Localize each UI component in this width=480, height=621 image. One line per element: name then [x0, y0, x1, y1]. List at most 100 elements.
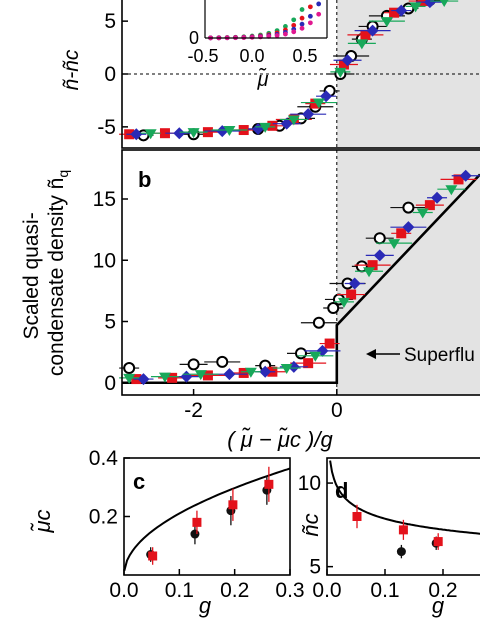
panel-b-x-ticks: -2 0 — [184, 389, 343, 422]
panel-c-y-label: μ̃c — [30, 509, 55, 533]
panel-a-point-2-9 — [395, 4, 408, 17]
panel-a-point-2-4 — [280, 117, 293, 130]
panel-c-label: c — [133, 469, 145, 494]
inset-point-3-11 — [299, 25, 305, 31]
panel-b-point-1-3 — [238, 367, 249, 378]
panel-c-point-1-0 — [148, 551, 158, 561]
panel-b-point-1-8 — [367, 260, 378, 271]
panel-b: 0 5 10 15 -2 0 b Superflu Scaled quasi- cond… — [20, 149, 480, 452]
inset-point-3-8 — [274, 33, 280, 38]
panel-b-point-3-5 — [309, 351, 322, 362]
panel-b-y-tick-label-2: 10 — [93, 249, 116, 272]
panel-b-point-3-6 — [337, 297, 350, 308]
panel-d-point-0-0 — [396, 547, 406, 557]
panel-a-inset: 0 -0.5 0.0 0.5 μ̃ — [187, 0, 328, 91]
panel-a-y-tick-label-1: 0 — [104, 63, 116, 86]
panel-a-y-label: ñ-ñc — [60, 49, 83, 90]
panel-a-point-3-0 — [144, 129, 157, 140]
panel-c-x-label: g — [199, 593, 212, 618]
inset-point-2-12 — [307, 13, 313, 19]
panel-a-point-3-7 — [355, 39, 368, 50]
panel-b-point-1-1 — [167, 372, 178, 383]
inset-point-1-11 — [299, 15, 305, 21]
panel-a-y-ticks: 5 0 -5 — [97, 10, 128, 139]
panel-d-point-1-0 — [352, 512, 362, 521]
panel-b-point-1-10 — [424, 200, 435, 211]
panel-b-y-label-line1: Scaled quasi- — [20, 212, 43, 339]
panel-a-point-1-2 — [202, 127, 213, 138]
panel-a-point-2-1 — [173, 127, 186, 140]
panel-c-data — [146, 466, 274, 565]
panel-d-frame — [326, 457, 480, 576]
panel-c-point-1-1 — [192, 517, 202, 527]
panel-c-model-curve — [123, 467, 291, 571]
panel-b-point-1-7 — [346, 289, 357, 300]
inset-point-2-13 — [316, 1, 322, 7]
panel-a-point-1-1 — [159, 128, 170, 139]
panel-d-y-tick-label-0: 5 — [309, 556, 321, 579]
panel-b-point-3-0 — [123, 373, 136, 384]
inset-point-3-13 — [316, 11, 322, 17]
panel-a-point-2-3 — [252, 122, 265, 135]
panel-b-point-1-5 — [303, 358, 314, 369]
panel-d-x-tick-label-0: 0.0 — [312, 579, 341, 602]
inset-point-2-11 — [299, 21, 305, 27]
panel-d-point-1-1 — [398, 525, 408, 535]
panel-b-point-0-0 — [123, 362, 136, 375]
inset-point-3-12 — [307, 20, 313, 26]
panel-a-point-3-10 — [439, 0, 449, 8]
panel-b-point-2-8 — [402, 221, 415, 234]
panel-b-point-0-10 — [373, 232, 386, 245]
panel-b-y-tick-label-1: 5 — [104, 311, 116, 334]
inset-point-3-9 — [283, 31, 288, 37]
inset-point-0-9 — [283, 24, 288, 29]
panel-b-y-tick-label-3: 15 — [93, 188, 116, 211]
panel-b-point-3-3 — [244, 367, 257, 378]
inset-x-tick-1: 0.0 — [239, 46, 264, 66]
panel-b-frame — [121, 149, 480, 396]
panel-a-data — [119, 0, 459, 142]
panel-a-point-1-4 — [267, 120, 278, 131]
panel-b-point-3-8 — [388, 239, 401, 250]
panel-b-point-2-0 — [137, 373, 150, 386]
panel-b-point-3-4 — [280, 364, 293, 375]
panel-a-frame — [121, 0, 480, 149]
panel-b-point-1-2 — [202, 370, 213, 381]
panel-b-point-2-10 — [459, 169, 472, 182]
panel-b-point-0-5 — [312, 316, 325, 329]
panel-d-x-label: g — [432, 593, 445, 618]
inset-y-tick: 0 — [189, 28, 199, 48]
panel-b-point-0-11 — [402, 201, 415, 214]
panel-b-x-tick-label-1: 0 — [331, 399, 343, 422]
panel-b-point-0-2 — [216, 355, 229, 368]
panel-b-point-3-2 — [194, 370, 207, 381]
panel-b-point-2-9 — [431, 191, 444, 204]
panel-d-point-1-2 — [433, 537, 443, 547]
inset-x-tick-2: 0.5 — [292, 46, 317, 66]
inset-background — [205, 0, 327, 38]
panel-b-point-2-3 — [259, 365, 272, 378]
panel-b-point-0-1 — [187, 358, 200, 371]
panel-d-model-curve — [329, 460, 480, 535]
panel-a-point-2-2 — [216, 125, 229, 138]
panel-a-point-3-3 — [259, 122, 272, 133]
panel-b-point-2-6 — [348, 277, 361, 290]
panel-b-point-3-1 — [158, 372, 171, 383]
panel-b-data — [119, 169, 480, 386]
panel-a-point-1-10 — [417, 0, 428, 7]
panel-b-point-0-4 — [295, 347, 307, 360]
panel-d-y-tick-label-1: 10 — [298, 472, 321, 495]
panel-a-point-2-7 — [341, 54, 354, 67]
panel-b-point-1-6 — [324, 338, 335, 349]
panel-d-x-tick-label-1: 0.1 — [370, 579, 399, 602]
panel-a-point-3-8 — [380, 17, 393, 28]
panel-a-point-1-9 — [389, 7, 400, 18]
panel-c-x-tick-label-1: 0.1 — [165, 579, 194, 602]
panel-b-x-label: ( μ̃ − μ̃c )/g — [227, 427, 333, 452]
panel-c-point-1-3 — [264, 479, 274, 489]
panel-c-x-tick-label-0: 0.0 — [109, 579, 138, 602]
panel-b-y-tick-label-0: 0 — [104, 372, 116, 395]
inset-point-1-12 — [307, 4, 313, 10]
panel-a-point-3-9 — [409, 2, 422, 13]
